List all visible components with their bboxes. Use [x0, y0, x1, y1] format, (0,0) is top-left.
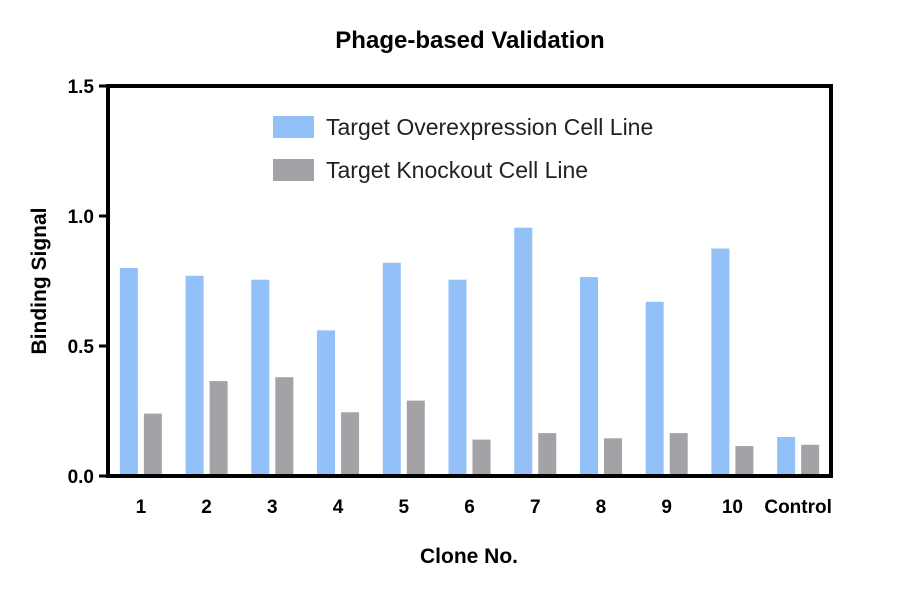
bar-knockout [801, 444, 820, 476]
bar-overexpression [448, 279, 467, 476]
legend-swatch [273, 116, 314, 138]
bar-overexpression [251, 279, 270, 476]
bar-overexpression [185, 275, 204, 476]
x-tick-label: 7 [530, 497, 541, 518]
bar-knockout [275, 377, 294, 476]
bar-knockout [209, 381, 228, 476]
bar-overexpression [382, 262, 401, 476]
bar-knockout [603, 438, 622, 476]
bar-knockout [143, 413, 162, 476]
plot-frame [106, 84, 833, 478]
x-tick-label: 2 [201, 497, 212, 518]
y-axis-label: Binding Signal [28, 208, 51, 355]
bar-knockout [472, 439, 491, 476]
legend-label: Target Knockout Cell Line [326, 157, 588, 183]
x-tick-label: Control [764, 497, 832, 518]
bar-overexpression [645, 301, 664, 476]
bar-overexpression [317, 330, 336, 476]
chart-title: Phage-based Validation [335, 27, 604, 54]
y-tick-label: 1.0 [68, 207, 94, 228]
x-tick-label: 6 [464, 497, 475, 518]
x-axis-label: Clone No. [420, 545, 518, 568]
bar-knockout [406, 400, 425, 476]
bar-knockout [669, 433, 688, 476]
x-tick-label: 10 [722, 497, 743, 518]
bar-knockout [735, 446, 754, 476]
bar-overexpression [514, 227, 533, 476]
x-tick-label: 3 [267, 497, 278, 518]
bar-knockout [538, 433, 557, 476]
bar-overexpression [777, 437, 796, 476]
y-tick-label: 0.5 [68, 337, 95, 358]
bar-knockout [341, 412, 360, 476]
legend-swatch [273, 159, 314, 181]
x-tick-label: 8 [596, 497, 607, 518]
y-tick-label: 1.5 [68, 77, 95, 98]
x-tick-label: 1 [136, 497, 147, 518]
y-tick-label: 0.0 [68, 467, 94, 488]
x-tick-label: 5 [398, 497, 409, 518]
x-tick-label: 4 [333, 497, 344, 518]
x-tick-label: 9 [661, 497, 672, 518]
legend-label: Target Overexpression Cell Line [326, 114, 653, 140]
bar-overexpression [711, 248, 730, 476]
plot-area: 0.0 0.5 1.0 1.5 1 2 3 4 5 6 7 8 9 10 Control Target Ove… [68, 77, 833, 518]
bar-overexpression [119, 268, 138, 476]
bar-overexpression [579, 277, 598, 476]
